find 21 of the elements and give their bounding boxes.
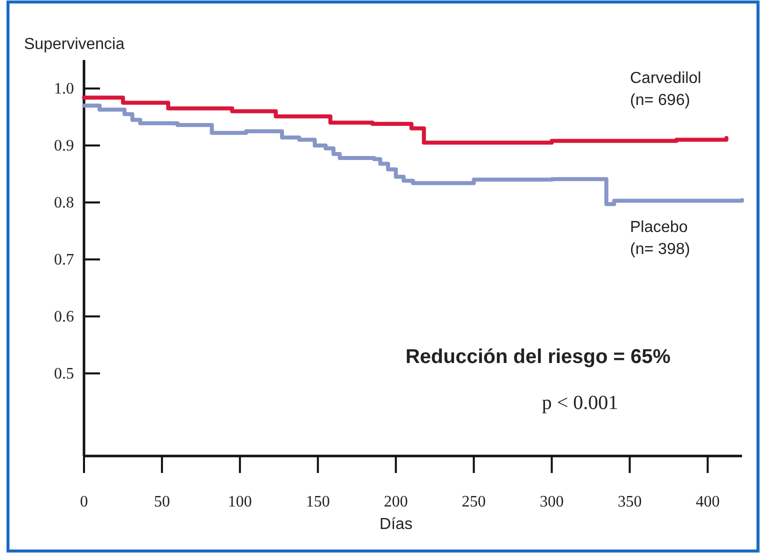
y-tick-label: 0.6 [54, 308, 74, 326]
x-tick-label: 400 [696, 493, 720, 510]
x-tick-label: 200 [384, 493, 408, 510]
x-tick-label: 350 [618, 493, 642, 510]
x-tick-label: 150 [306, 493, 330, 510]
x-tick-label: 0 [80, 493, 88, 510]
x-axis-title: Días [380, 516, 412, 533]
y-tick-label: 0.8 [54, 194, 74, 212]
x-tick-label: 300 [540, 493, 564, 510]
series-label: Carvedilol (n= 696) [630, 70, 702, 110]
series-label: Placebo (n= 398) [630, 219, 690, 258]
x-tick-label: 250 [462, 493, 486, 510]
y-tick-label: 1.0 [54, 80, 74, 98]
annotation: Reducción del riesgo = 65% [405, 346, 671, 368]
x-tick-label: 100 [228, 493, 252, 510]
y-tick-label: 0.5 [54, 366, 74, 382]
y-tick-label: 0.7 [54, 252, 74, 269]
y-axis-title: Supervivencia [24, 36, 125, 53]
annotation: p < 0.001 [542, 392, 618, 414]
y-tick-label: 0.9 [54, 138, 74, 155]
x-tick-label: 50 [154, 493, 170, 510]
